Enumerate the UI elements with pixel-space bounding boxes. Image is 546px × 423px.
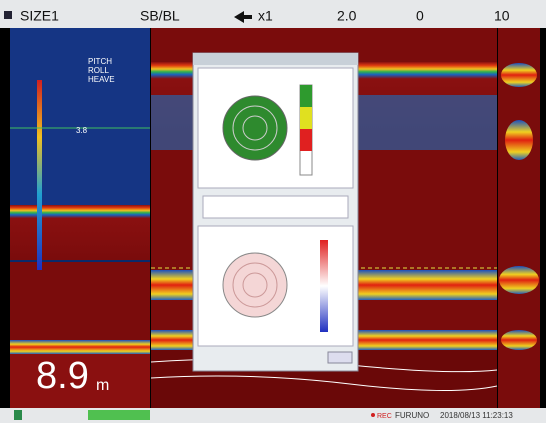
echo-band	[10, 340, 150, 354]
brand: FURUNO	[395, 411, 429, 420]
status-indicator	[88, 410, 150, 420]
polar-ring	[242, 272, 268, 298]
polar-plot	[222, 252, 288, 318]
depth-value: 8.9	[36, 355, 89, 397]
icon	[4, 11, 12, 19]
timestamp: 2018/08/13 11:23:13	[440, 411, 513, 420]
rec-label: REC	[377, 413, 392, 420]
echo-band	[10, 262, 150, 340]
scale-seg	[300, 107, 312, 129]
close-button[interactable]	[327, 351, 353, 364]
legend-item: PITCH	[88, 57, 112, 66]
polar-ring	[232, 262, 278, 308]
polar-ring	[232, 105, 278, 151]
mode-label: SB/BL	[140, 8, 180, 24]
depth-unit: m	[96, 377, 109, 394]
trace	[150, 375, 498, 392]
top-bar	[0, 0, 546, 28]
noise	[10, 28, 150, 208]
color-scale	[320, 240, 328, 332]
echo-band	[10, 205, 150, 260]
info-table	[202, 195, 349, 219]
arrow-icon[interactable]	[234, 11, 252, 23]
shift-label: 0	[416, 8, 424, 24]
range-label: 2.0	[337, 8, 357, 24]
polar-ring	[242, 115, 268, 141]
scale-seg	[300, 85, 312, 107]
echo-blob	[499, 266, 539, 294]
size-label: SIZE1	[20, 8, 59, 24]
rec-dot	[371, 413, 375, 417]
scale-seg	[300, 129, 312, 151]
gain-label: 10	[494, 8, 510, 24]
polar-plot	[222, 95, 288, 161]
icon	[14, 410, 22, 420]
seabed	[10, 354, 150, 408]
echo-blob	[505, 120, 533, 160]
marker-label: 3.8	[76, 126, 88, 135]
zoom-label: x1	[258, 8, 273, 24]
legend-item: ROLL	[88, 66, 109, 75]
echo-blob	[501, 63, 537, 87]
legend-item: HEAVE	[88, 75, 115, 84]
echo-blob	[501, 330, 537, 350]
depth-bar	[37, 80, 42, 270]
dialog-title-bar	[193, 53, 358, 65]
